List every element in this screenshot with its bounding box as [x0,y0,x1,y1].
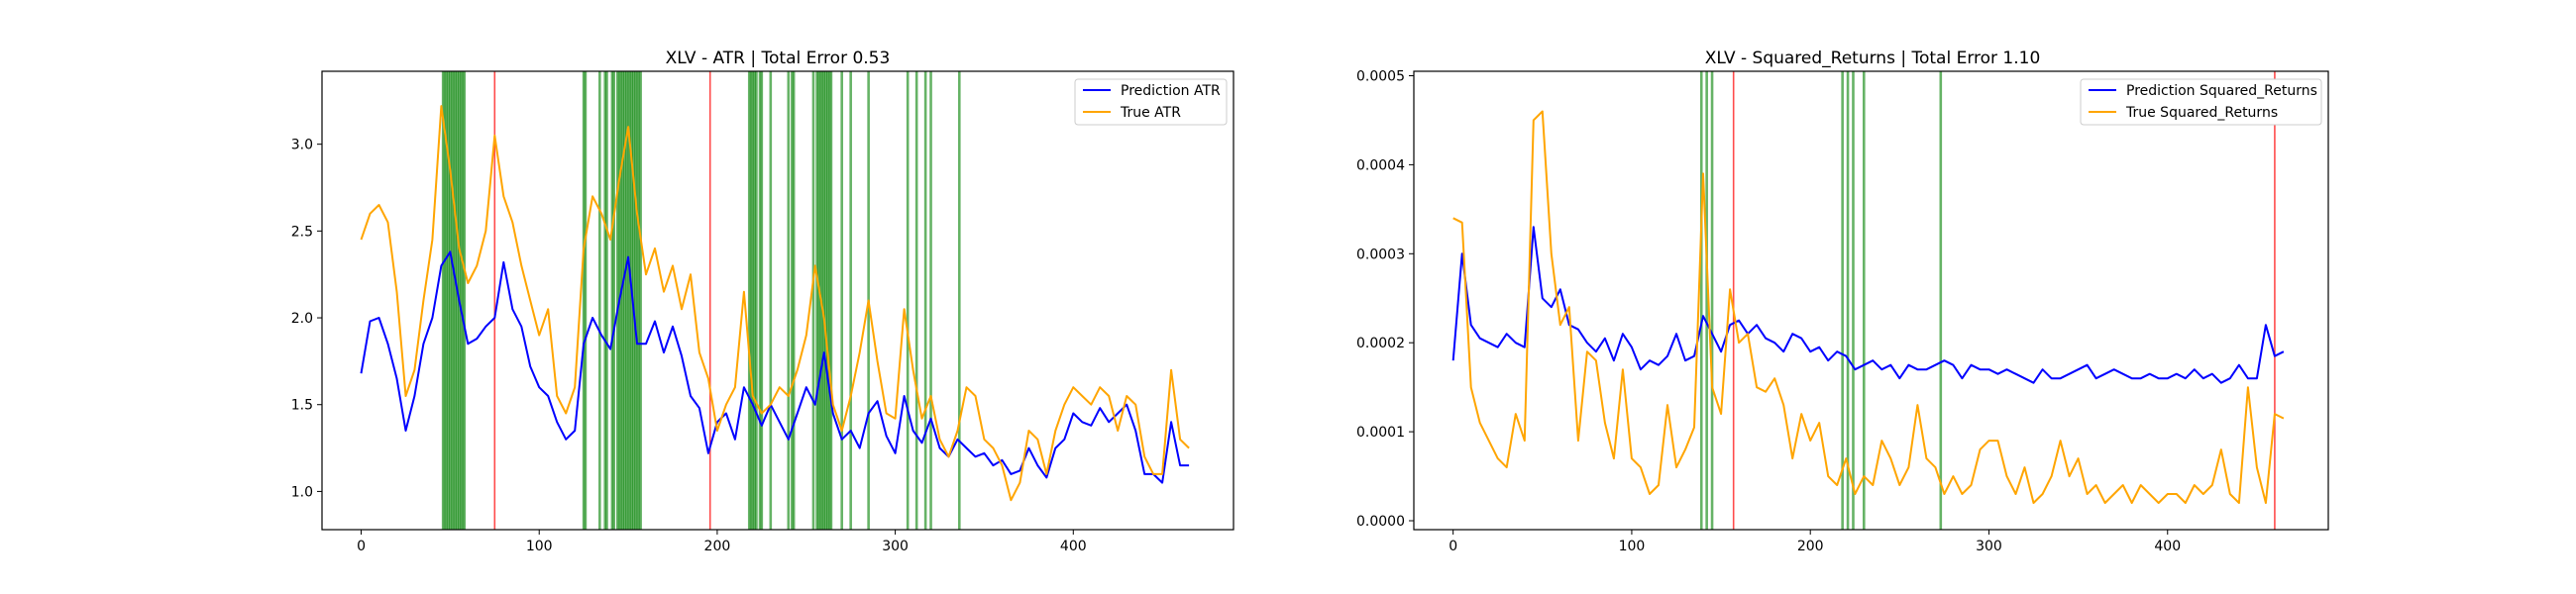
y-tick-label: 0.0002 [1356,336,1405,351]
y-tick-label: 0.0005 [1356,68,1405,84]
y-tick-label: 1.0 [291,484,313,500]
atr-legend: Prediction ATR True ATR [1074,78,1228,126]
atr-chart-panel: XLV - ATR | Total Error 0.53 0 100 200 300 4… [291,49,1234,554]
atr-plot-frame [321,70,1234,531]
x-tick-label: 200 [1797,539,1824,554]
x-tick-label: 0 [357,539,366,554]
y-tick-label: 2.0 [291,311,313,327]
legend-box [2080,78,2322,126]
y-tick-label: 0.0003 [1356,247,1405,262]
x-tick-label: 400 [2154,539,2181,554]
y-tick-label: 0.0001 [1356,425,1405,441]
x-tick-label: 0 [1449,539,1457,554]
legend-label-true: True ATR [1120,105,1181,121]
chart-title: XLV - Squared_Returns | Total Error 1.10 [1705,49,2041,68]
prediction-series-line [1451,226,2285,384]
y-tick-label: 1.5 [291,398,313,414]
y-tick-label: 0.0000 [1356,514,1405,530]
x-tick-label: 100 [526,539,553,554]
x-tick-label: 200 [704,539,731,554]
x-tick-label: 100 [1619,539,1646,554]
squared-returns-legend: Prediction Squared_Returns True Squared_… [2080,78,2322,126]
legend-label-prediction: Prediction ATR [1121,83,1221,99]
y-tick-label: 0.0004 [1356,157,1405,173]
x-tick-label: 300 [1976,539,2002,554]
squared-returns-axis-ticks: 0 100 200 300 400 0.0000 0.0001 0.0002 0.0003 0.0… [1356,68,2181,554]
squared-returns-plot-area [1451,71,2285,530]
y-tick-label: 2.5 [291,224,313,240]
x-tick-label: 400 [1060,539,1087,554]
atr-axis-ticks: 0 100 200 300 400 1.0 1.5 2.0 2.5 3.0 [291,138,1087,554]
prediction-series-line [360,250,1190,484]
atr-plot-area [360,71,1190,530]
true-series-line [360,105,1190,502]
legend-label-prediction: Prediction Squared_Returns [2126,83,2317,99]
y-tick-label: 3.0 [291,138,313,153]
legend-box [1074,78,1228,126]
squared-returns-chart-panel: XLV - Squared_Returns | Total Error 1.10… [1356,49,2329,554]
true-series-line [1452,110,2285,504]
x-tick-label: 300 [882,539,909,554]
squared-returns-plot-frame [1413,70,2329,531]
chart-title: XLV - ATR | Total Error 0.53 [666,49,891,68]
legend-label-true: True Squared_Returns [2125,105,2278,121]
